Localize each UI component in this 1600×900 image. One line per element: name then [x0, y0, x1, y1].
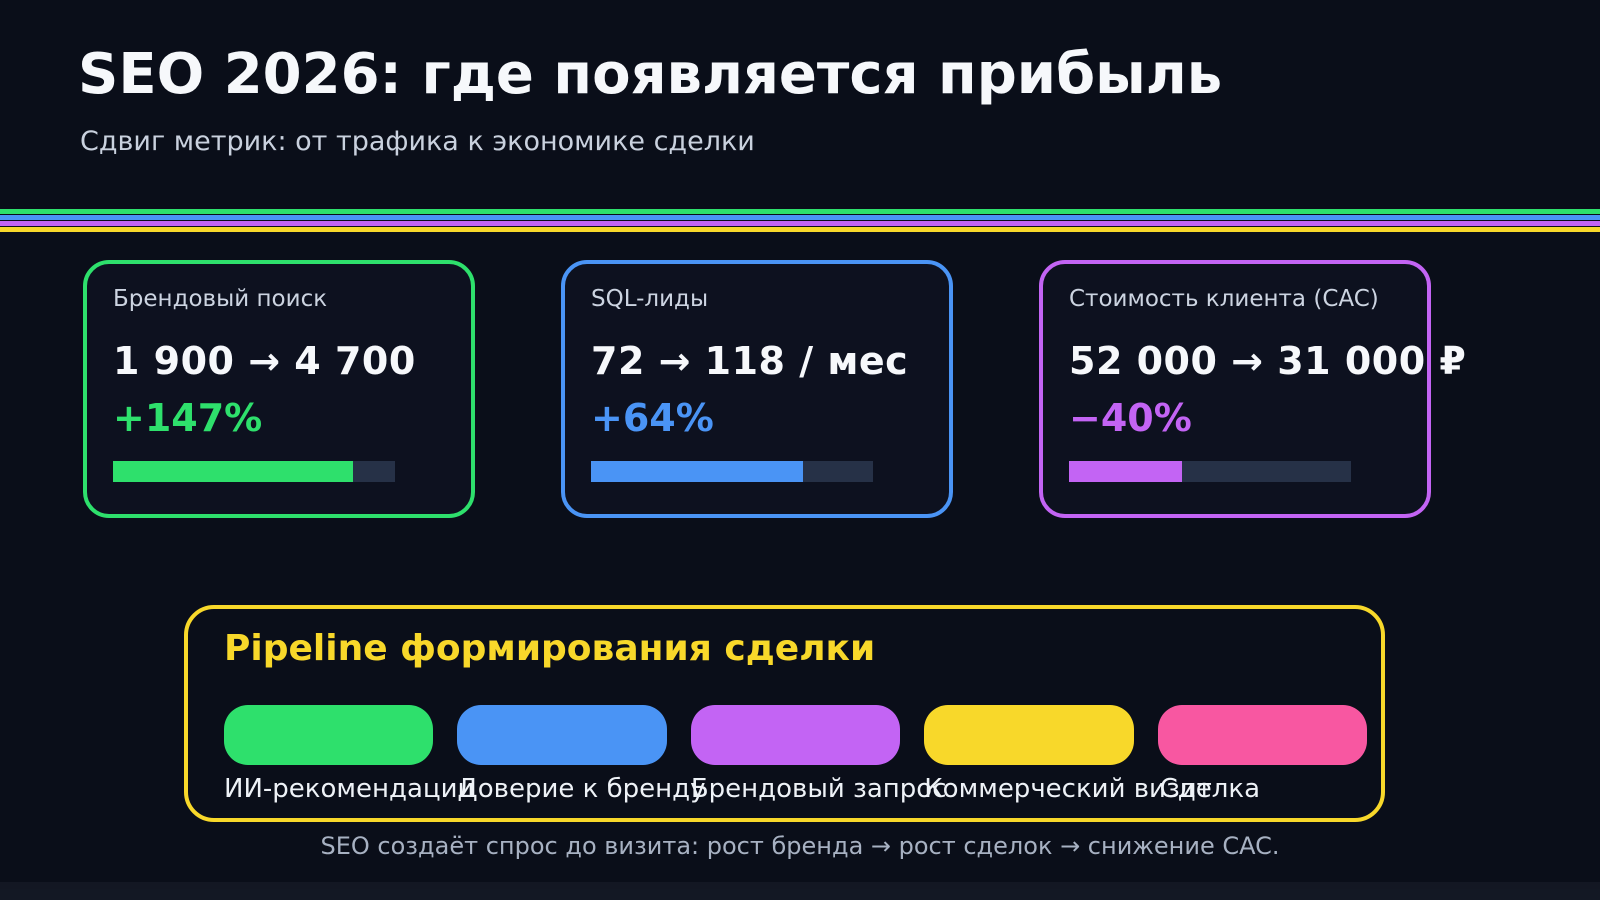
pipeline-panel: Pipeline формирования сделки ИИ-рекоменд…: [184, 605, 1385, 822]
page-title: SEO 2026: где появляется прибыль: [78, 42, 1223, 107]
page-subtitle: Сдвиг метрик: от трафика к экономике сде…: [80, 126, 755, 157]
metric-card-brand-search: Брендовый поиск 1 900 → 4 700 +147%: [83, 260, 475, 518]
metric-value: 1 900 → 4 700: [113, 339, 416, 383]
pipeline-stage-ai-recommendations: ИИ-рекомендации: [224, 705, 475, 805]
metric-cards-row: Брендовый поиск 1 900 → 4 700 +147% SQL-…: [83, 260, 1467, 518]
pipeline-stage-commercial-visit: Коммерческий визит: [924, 705, 1212, 805]
stage-label: Сделка: [1159, 774, 1261, 805]
stage-pill-green: [224, 705, 434, 766]
pipeline-stages-row: ИИ-рекомендации Доверие к бренду Брендов…: [224, 705, 1368, 805]
metric-change: +147%: [113, 396, 263, 440]
metric-value: 52 000 → 31 000 ₽: [1069, 339, 1467, 383]
progress-bar-track: [113, 461, 395, 482]
progress-bar-track: [591, 461, 873, 482]
metric-card-cac: Стоимость клиента (CAC) 52 000 → 31 000 …: [1039, 260, 1467, 518]
metric-value: 72 → 118 / мес: [591, 339, 909, 383]
metric-change: +64%: [591, 396, 714, 440]
pipeline-stage-brand-query: Брендовый запрос: [690, 705, 947, 805]
metric-label: Брендовый поиск: [113, 286, 328, 312]
bottom-band: [0, 882, 1600, 900]
metric-change: −40%: [1069, 396, 1192, 440]
stage-label: Коммерческий визит: [924, 774, 1212, 805]
stage-pill-pink: [1157, 705, 1368, 766]
divider-stripe-green: [0, 209, 1600, 214]
divider-stripe-yellow: [0, 227, 1600, 232]
divider-stripe-blue: [0, 215, 1600, 220]
progress-bar-track: [1069, 461, 1351, 482]
divider-stripes: [0, 209, 1600, 233]
footer-note: SEO создаёт спрос до визита: рост бренда…: [320, 832, 1280, 860]
stage-label: ИИ-рекомендации: [224, 774, 475, 805]
stage-pill-blue: [457, 705, 667, 766]
stage-label: Доверие к бренду: [457, 774, 706, 805]
metric-card-sql-leads: SQL-лиды 72 → 118 / мес +64%: [561, 260, 953, 518]
stage-pill-yellow: [924, 705, 1134, 766]
progress-bar-fill: [1069, 461, 1182, 482]
pipeline-stage-deal: Сделка: [1157, 705, 1368, 805]
stage-label: Брендовый запрос: [690, 774, 947, 805]
pipeline-stage-brand-trust: Доверие к бренду: [457, 705, 706, 805]
metric-label: SQL-лиды: [591, 286, 709, 312]
stage-pill-purple: [690, 705, 901, 766]
divider-stripe-purple: [0, 221, 1600, 226]
progress-bar-fill: [591, 461, 803, 482]
progress-bar-fill: [113, 461, 353, 482]
metric-label: Стоимость клиента (CAC): [1069, 286, 1379, 312]
pipeline-title: Pipeline формирования сделки: [224, 628, 876, 669]
